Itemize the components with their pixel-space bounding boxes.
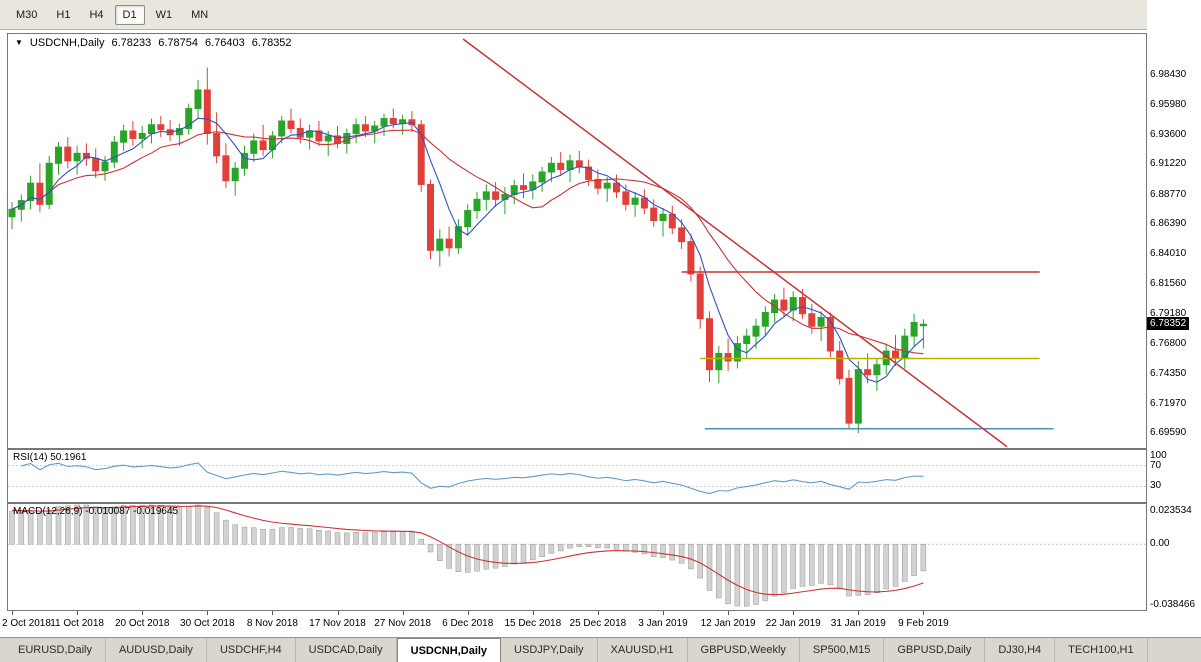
- ma-fast-line: [11, 117, 924, 383]
- chart-symbol-label: USDCNH,Daily: [29, 37, 105, 49]
- macd-signal-line: [11, 505, 924, 596]
- rsi-pane[interactable]: RSI(14) 50.1961: [7, 449, 1147, 503]
- time-axis-label: 11 Oct 2018: [50, 618, 104, 629]
- candles-layer: [8, 67, 927, 434]
- time-axis-tick: [77, 611, 79, 615]
- time-axis-tick: [207, 611, 209, 615]
- price-axis-tick: 6.76800: [1150, 337, 1187, 349]
- ohlc-close: 6.78352: [251, 37, 292, 49]
- chart-tab-audusd-daily[interactable]: AUDUSD,Daily: [106, 638, 207, 662]
- time-axis-label: 9 Feb 2019: [898, 618, 949, 629]
- price-axis-tick: 6.69590: [1150, 427, 1187, 439]
- time-axis-tick: [923, 611, 925, 615]
- ohlc-open: 6.78233: [111, 37, 152, 49]
- descending-trendline[interactable]: [462, 38, 1008, 448]
- timeframe-button-h1[interactable]: H1: [48, 5, 78, 25]
- price-axis-tick: 6.88770: [1150, 188, 1187, 200]
- timeframe-button-h4[interactable]: H4: [81, 5, 111, 25]
- ma-slow-line: [11, 129, 924, 355]
- macd-scale-label: 0.00: [1150, 538, 1170, 550]
- time-axis-tick: [272, 611, 274, 615]
- chart-tab-eurusd-daily[interactable]: EURUSD,Daily: [5, 638, 106, 662]
- ohlc-high: 6.78754: [158, 37, 199, 49]
- current-price-badge: 6.78352: [1147, 317, 1190, 331]
- price-axis-tick: 6.74350: [1150, 368, 1187, 380]
- rsi-line: [21, 462, 924, 495]
- timeframe-button-d1[interactable]: D1: [114, 4, 145, 25]
- chart-tab-dj30-h4[interactable]: DJ30,H4: [985, 638, 1056, 662]
- rsi-canvas: [8, 462, 1146, 495]
- chart-tab-usdchf-h4[interactable]: USDCHF,H4: [207, 638, 296, 662]
- chart-tab-sp500-m15[interactable]: SP500,M15: [800, 638, 885, 662]
- time-axis[interactable]: 2 Oct 2018 11 Oct 2018 20 Oct 2018 30 Oct 2…: [0, 611, 1201, 637]
- time-axis-label: 6 Dec 2018: [442, 618, 494, 629]
- price-axis-tick: 6.93600: [1150, 128, 1187, 140]
- chart-tab-gbpusd-daily[interactable]: GBPUSD,Daily: [884, 638, 986, 662]
- price-chart-pane[interactable]: ▼ USDCNH,Daily 6.78233 6.78754 6.76403 6…: [7, 33, 1147, 449]
- chart-tab-usdjpy-daily[interactable]: USDJPY,Daily: [501, 638, 598, 662]
- time-axis-tick: [858, 611, 860, 615]
- price-chart-canvas: [8, 38, 1054, 448]
- ohlc-low: 6.76403: [205, 37, 245, 49]
- macd-label: MACD(12,26,9) -0.010087 -0.019645: [13, 506, 179, 517]
- time-axis-label: 20 Oct 2018: [114, 618, 170, 629]
- time-axis-label: 3 Jan 2019: [638, 618, 688, 629]
- macd-canvas: [8, 504, 1146, 607]
- time-axis-label: 31 Jan 2019: [830, 618, 886, 629]
- chart-tab-tech100-h1[interactable]: TECH100,H1: [1055, 638, 1148, 662]
- time-axis-label: 17 Nov 2018: [309, 618, 366, 629]
- rsi-level-label: 70: [1150, 459, 1162, 471]
- rsi-level-label: 100: [1150, 450, 1167, 461]
- timeframe-button-w1[interactable]: W1: [148, 5, 181, 25]
- time-axis-tick: [728, 611, 730, 615]
- chart-menu-arrow-icon[interactable]: ▼: [15, 38, 23, 47]
- time-axis-tick: [793, 611, 795, 615]
- chart-tab-usdcnh-daily[interactable]: USDCNH,Daily: [396, 638, 502, 662]
- time-axis-label: 25 Dec 2018: [569, 618, 627, 629]
- time-axis-tick: [12, 611, 13, 615]
- price-axis-tick: 6.95980: [1150, 99, 1187, 111]
- time-axis-tick: [597, 611, 599, 615]
- price-axis-tick: 6.91220: [1150, 158, 1187, 170]
- time-axis-label: 30 Oct 2018: [180, 618, 235, 629]
- chart-tab-xauusd-h1[interactable]: XAUUSD,H1: [598, 638, 688, 662]
- chart-tab-usdcad-daily[interactable]: USDCAD,Daily: [296, 638, 397, 662]
- time-axis-tick: [402, 611, 404, 615]
- macd-histogram: [9, 504, 927, 607]
- price-axis-tick: 6.98430: [1150, 68, 1187, 80]
- macd-pane[interactable]: MACD(12,26,9) -0.010087 -0.019645: [7, 503, 1147, 611]
- rsi-level-label: 30: [1150, 480, 1162, 492]
- timeframe-toolbar: M30 H1 H4 D1 W1 MN: [0, 0, 1201, 30]
- chart-tab-bar: EURUSD,Daily AUDUSD,Daily USDCHF,H4 USDCAD,…: [0, 637, 1201, 662]
- timeframe-toolbar-buttons: M30 H1 H4 D1 W1 MN: [8, 4, 216, 25]
- time-axis-label: 15 Dec 2018: [504, 618, 562, 629]
- time-axis-label: 22 Jan 2019: [765, 618, 821, 629]
- time-axis-tick: [337, 611, 339, 615]
- price-axis-tick: 6.81560: [1150, 278, 1187, 290]
- time-axis-label: 8 Nov 2018: [246, 618, 298, 629]
- chart-title: ▼ USDCNH,Daily 6.78233 6.78754 6.76403 6…: [15, 37, 292, 49]
- time-axis-tick: [142, 611, 144, 615]
- macd-scale-label: 0.023534: [1150, 505, 1192, 516]
- time-axis-label: 12 Jan 2019: [700, 618, 756, 629]
- price-axis-tick: 6.79180: [1150, 307, 1187, 319]
- time-axis-label: 27 Nov 2018: [374, 618, 431, 629]
- price-axis-tick: 6.71970: [1150, 397, 1187, 409]
- timeframe-button-mn[interactable]: MN: [183, 5, 216, 25]
- price-axis[interactable]: 6.98430 6.95980 6.93600 6.91220 6.88770 6.863…: [1147, 0, 1201, 637]
- time-axis-tick: [663, 611, 664, 615]
- time-axis-tick: [532, 611, 534, 615]
- timeframe-button-m30[interactable]: M30: [8, 5, 45, 25]
- price-axis-tick: 6.86390: [1150, 218, 1187, 230]
- macd-scale-label: -0.038466: [1150, 599, 1196, 610]
- price-axis-tick: 6.84010: [1150, 247, 1187, 259]
- chart-tab-gbpusd-weekly[interactable]: GBPUSD,Weekly: [688, 638, 800, 662]
- time-axis-tick: [467, 611, 469, 615]
- rsi-label: RSI(14) 50.1961: [13, 452, 87, 463]
- time-axis-label: 2 Oct 2018: [2, 618, 51, 629]
